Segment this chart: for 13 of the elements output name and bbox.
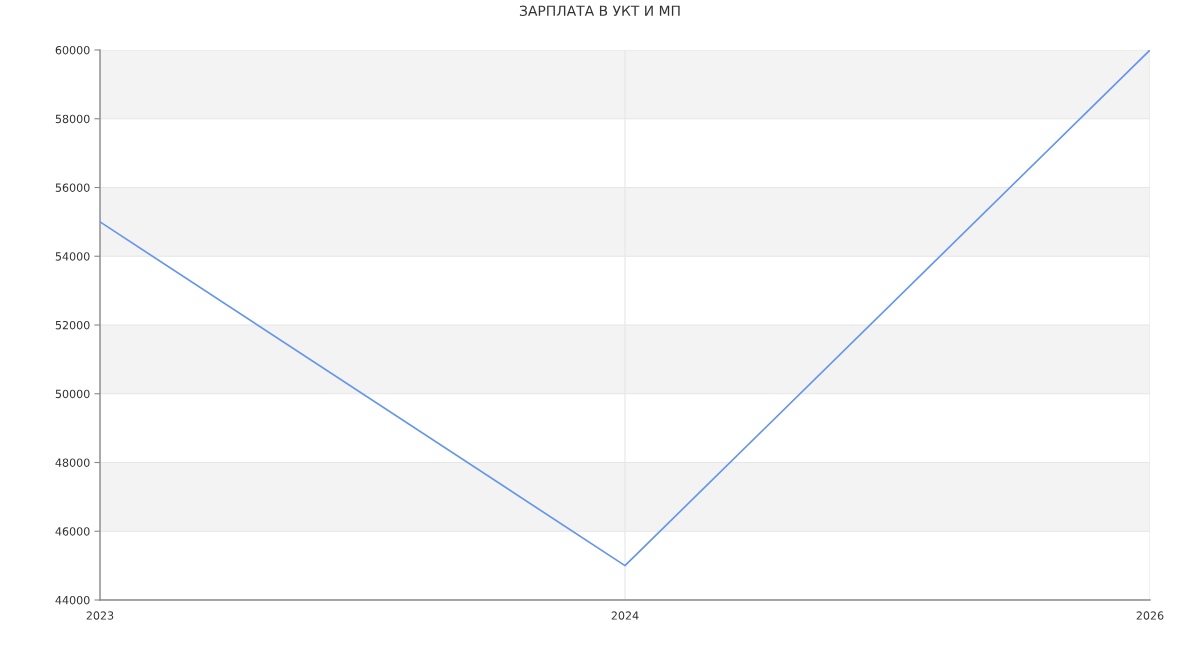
y-tick-label: 56000 bbox=[55, 183, 90, 192]
y-tick-label: 44000 bbox=[55, 595, 90, 605]
chart-title: ЗАРПЛАТА В УКТ И МП bbox=[519, 5, 680, 17]
y-tick-label: 46000 bbox=[55, 527, 90, 536]
y-tick-label: 54000 bbox=[55, 252, 90, 261]
y-tick-label: 60000 bbox=[55, 45, 90, 55]
x-tick-label: 2023 bbox=[86, 611, 114, 620]
y-tick-label: 50000 bbox=[55, 389, 90, 399]
y-tick-label: 48000 bbox=[55, 458, 90, 467]
y-tick-label: 52000 bbox=[55, 320, 90, 330]
y-tick-label: 58000 bbox=[55, 114, 90, 124]
x-tick-label: 2024 bbox=[611, 611, 639, 620]
x-tick-label: 2026 bbox=[1136, 611, 1164, 620]
